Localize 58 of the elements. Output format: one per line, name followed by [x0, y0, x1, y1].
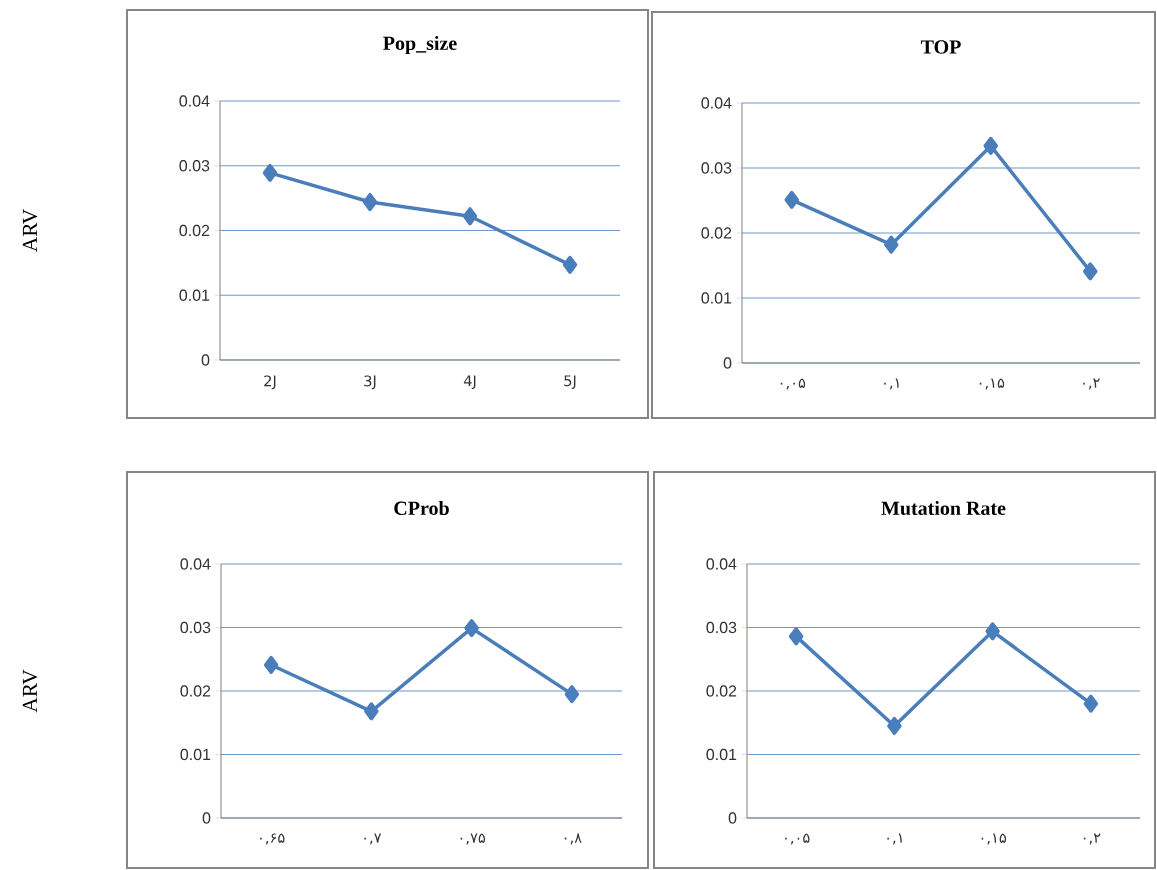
point: [263, 655, 279, 675]
point: [462, 207, 478, 226]
x-tick-label: ۰,۱: [887, 833, 902, 845]
y-tick-label: 0.04: [706, 558, 737, 570]
x-tick-label: 4J: [463, 375, 476, 389]
chart-title: CProb: [394, 500, 449, 516]
point: [364, 702, 379, 721]
y-tick-label: 0.04: [179, 95, 210, 107]
point: [1083, 694, 1099, 713]
x-tick-label: ۰,۱۵: [979, 378, 1005, 390]
y-tick-label: 0: [723, 357, 732, 369]
point: [562, 255, 578, 274]
point: [983, 136, 998, 155]
x-tick-label: ۰,۱: [884, 378, 899, 390]
point: [788, 627, 804, 646]
x-tick-label: ۰,۲: [1083, 833, 1101, 845]
y-tick-label: 0.03: [179, 160, 210, 172]
x-tick-label: 3J: [364, 375, 376, 390]
point: [985, 622, 1000, 641]
x-tick-label: ۰,۰۵: [780, 378, 806, 390]
point: [784, 190, 799, 209]
x-tick-label: 2J: [264, 375, 276, 390]
y-axis-title: ARV: [22, 669, 38, 713]
y-tick-label: 0.01: [180, 748, 211, 761]
y-axis-title: ARV: [22, 209, 38, 252]
y-tick-label: 0.01: [706, 748, 737, 761]
y-tick-label: 0.03: [180, 621, 211, 634]
y-tick-label: 0.04: [701, 97, 732, 109]
y-tick-label: 0: [201, 354, 210, 366]
x-tick-label: ۰,۰۵: [785, 833, 810, 845]
x-tick-label: ۰,۸: [564, 833, 582, 845]
x-tick-label: ۰,۲: [1083, 378, 1100, 390]
point: [262, 163, 278, 182]
point: [1083, 262, 1098, 281]
chart-title: TOP: [920, 40, 961, 54]
y-tick-label: 0: [728, 812, 737, 824]
y-tick-label: 0.01: [701, 292, 732, 304]
point: [887, 716, 902, 735]
point: [884, 235, 899, 254]
y-tick-label: 0.04: [180, 558, 211, 570]
x-tick-label: 5J: [564, 375, 576, 389]
chart-title: Pop_size: [383, 35, 457, 55]
y-tick-label: 0.02: [179, 224, 210, 237]
point: [362, 192, 378, 212]
chart-title: Mutation Rate: [881, 500, 1006, 516]
y-tick-label: 0.02: [701, 227, 732, 239]
y-tick-label: 0.03: [701, 162, 732, 174]
x-tick-label: ۰,۷: [364, 833, 382, 845]
y-tick-label: 0.03: [706, 621, 737, 634]
y-tick-label: 0.01: [179, 289, 210, 301]
x-tick-label: ۰,۶۵: [260, 833, 285, 845]
y-tick-label: 0.02: [180, 685, 211, 697]
point: [464, 619, 479, 638]
x-tick-label: ۰,۱۵: [981, 833, 1006, 845]
y-tick-label: 0.02: [706, 685, 737, 697]
x-tick-label: ۰,۷۵: [460, 833, 485, 845]
y-tick-label: 0: [202, 812, 211, 824]
point: [564, 685, 580, 704]
